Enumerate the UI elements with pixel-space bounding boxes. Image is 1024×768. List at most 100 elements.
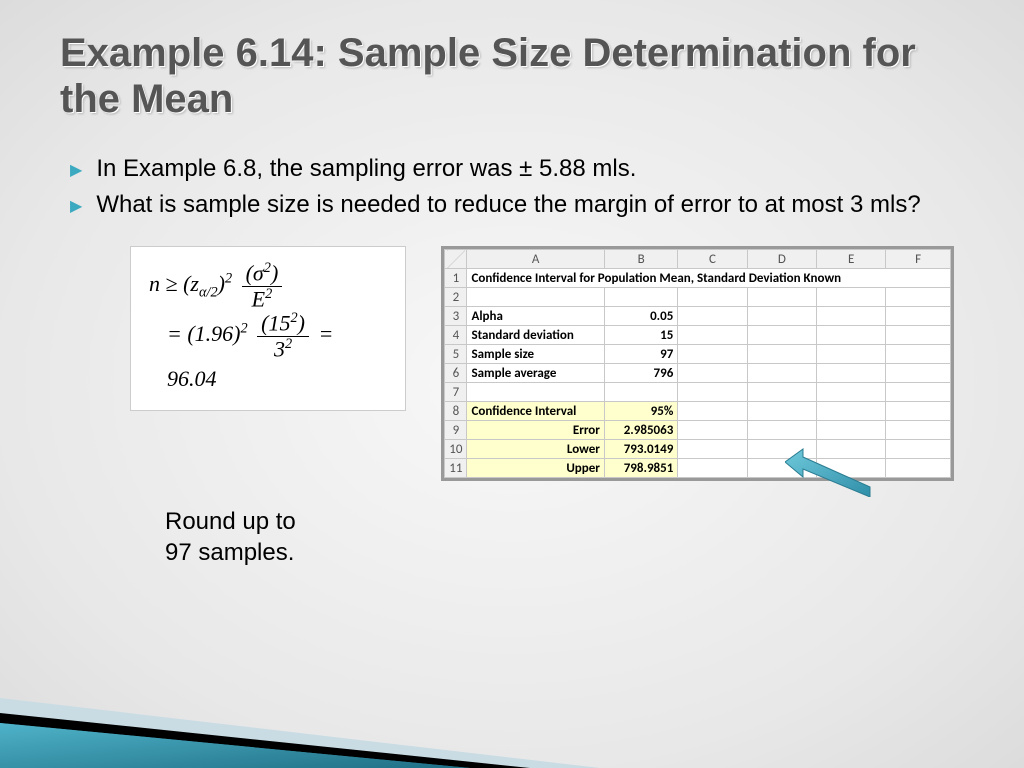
- middle-row: n ≥ (zα/2)2 (σ2) E2 = (1.96)2 (152) 32 =…: [70, 246, 954, 481]
- excel-row-header: 6: [445, 364, 467, 383]
- excel-cell: Sample size: [467, 345, 604, 364]
- excel-cell: [678, 307, 747, 326]
- excel-cell: [678, 402, 747, 421]
- formula-box: n ≥ (zα/2)2 (σ2) E2 = (1.96)2 (152) 32 =…: [130, 246, 406, 411]
- frac1-num-close: ): [271, 261, 278, 286]
- excel-cell: [747, 383, 816, 402]
- frac2-num-open: (15: [261, 311, 290, 336]
- excel-cell: [678, 440, 747, 459]
- excel-table: ABCDEF1Confidence Interval for Populatio…: [444, 249, 951, 478]
- excel-cell: [817, 421, 886, 440]
- excel-cell: 798.9851: [604, 459, 677, 478]
- bullet-arrow-icon: ▶: [70, 196, 82, 218]
- excel-row-header: 5: [445, 345, 467, 364]
- frac1-den-sup: 2: [265, 286, 272, 302]
- formula-sub-alpha: α/2: [199, 285, 218, 301]
- excel-cell: Sample average: [467, 364, 604, 383]
- excel-cell: [604, 288, 677, 307]
- content-area: ▶ In Example 6.8, the sampling error was…: [0, 142, 1024, 579]
- frac2-den: 3: [274, 336, 285, 361]
- bullet-1-text: In Example 6.8, the sampling error was ±…: [96, 152, 954, 186]
- excel-col-header: D: [747, 250, 816, 269]
- excel-cell: [886, 345, 951, 364]
- formula-fraction-1: (σ2) E2: [242, 261, 283, 311]
- formula-close1: ): [218, 271, 225, 296]
- excel-col-header: B: [604, 250, 677, 269]
- formula-line-1: n ≥ (zα/2)2 (σ2) E2: [149, 261, 387, 311]
- excel-col-header: A: [467, 250, 604, 269]
- round-up-note: Round up to 97 samples.: [165, 506, 954, 568]
- excel-cell: [886, 307, 951, 326]
- frac1-num-open: (σ: [246, 261, 264, 286]
- excel-cell: Confidence Interval: [467, 402, 604, 421]
- excel-cell: [678, 288, 747, 307]
- excel-cell: 95%: [604, 402, 677, 421]
- excel-cell: [886, 421, 951, 440]
- excel-cell: [678, 364, 747, 383]
- excel-cell: [886, 383, 951, 402]
- excel-row-header: 4: [445, 326, 467, 345]
- round-note-l2: 97 samples.: [165, 537, 954, 568]
- excel-cell: [678, 383, 747, 402]
- bullet-2-text: What is sample size is needed to reduce …: [96, 188, 954, 222]
- formula-fraction-2: (152) 32: [257, 311, 309, 361]
- excel-row-header: 10: [445, 440, 467, 459]
- excel-cell: [747, 421, 816, 440]
- excel-cell: [678, 326, 747, 345]
- formula-line2-prefix: = (1.96): [167, 321, 241, 346]
- excel-cell: [747, 440, 816, 459]
- formula-sup1: 2: [225, 271, 232, 287]
- slide-title: Example 6.14: Sample Size Determination …: [0, 0, 1024, 142]
- excel-cell: [886, 288, 951, 307]
- excel-cell: [604, 383, 677, 402]
- excel-col-header: F: [886, 250, 951, 269]
- round-note-l1: Round up to: [165, 506, 954, 537]
- excel-row-header: 9: [445, 421, 467, 440]
- excel-cell: [817, 326, 886, 345]
- excel-cell: [886, 402, 951, 421]
- excel-cell: [886, 326, 951, 345]
- excel-row-header: 3: [445, 307, 467, 326]
- bullet-2: ▶ What is sample size is needed to reduc…: [70, 188, 954, 222]
- excel-row-header: 7: [445, 383, 467, 402]
- decorative-corner-shapes: [0, 628, 1024, 768]
- excel-cell: [747, 345, 816, 364]
- excel-screenshot: ABCDEF1Confidence Interval for Populatio…: [441, 246, 954, 481]
- excel-cell: [817, 288, 886, 307]
- excel-cell: 793.0149: [604, 440, 677, 459]
- frac2-num-sup: 2: [290, 310, 297, 326]
- excel-cell: [817, 459, 886, 478]
- frac1-den: E: [252, 286, 265, 311]
- excel-cell: [678, 421, 747, 440]
- excel-cell: [747, 307, 816, 326]
- excel-cell: [817, 307, 886, 326]
- excel-cell: [817, 345, 886, 364]
- frac2-num-close: ): [298, 311, 305, 336]
- excel-cell: [747, 288, 816, 307]
- excel-cell: [678, 345, 747, 364]
- excel-cell: [886, 440, 951, 459]
- excel-cell: [467, 383, 604, 402]
- excel-cell: Standard deviation: [467, 326, 604, 345]
- excel-row-header: 2: [445, 288, 467, 307]
- excel-cell: [817, 440, 886, 459]
- excel-cell: 97: [604, 345, 677, 364]
- excel-cell: 2.985063: [604, 421, 677, 440]
- excel-row-header: 11: [445, 459, 467, 478]
- excel-cell: [886, 459, 951, 478]
- excel-cell: [817, 402, 886, 421]
- formula-line2-sup: 2: [241, 321, 248, 337]
- frac2-den-sup: 2: [285, 336, 292, 352]
- excel-row-header: 1: [445, 269, 467, 288]
- bullet-arrow-icon: ▶: [70, 160, 82, 182]
- excel-row-header: 8: [445, 402, 467, 421]
- excel-cell: [467, 288, 604, 307]
- excel-col-header: C: [678, 250, 747, 269]
- excel-corner: [445, 250, 467, 269]
- formula-n-prefix: n ≥ (z: [149, 271, 199, 296]
- excel-cell: 0.05: [604, 307, 677, 326]
- excel-cell: [678, 459, 747, 478]
- excel-cell: 796: [604, 364, 677, 383]
- excel-cell: [747, 402, 816, 421]
- excel-cell: [747, 364, 816, 383]
